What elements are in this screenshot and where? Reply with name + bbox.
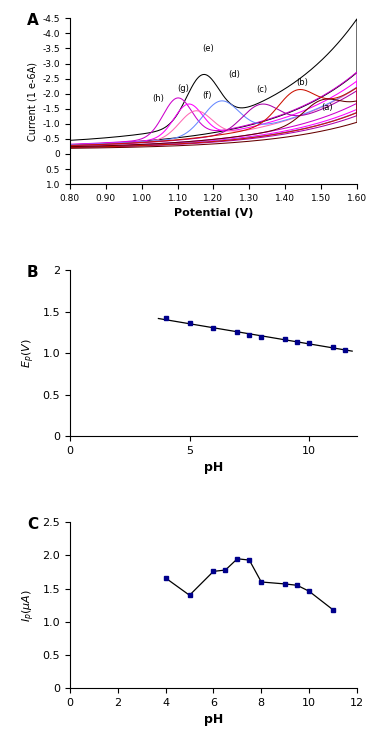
Text: (h): (h) xyxy=(152,94,164,103)
Y-axis label: $I_p(\mu A)$: $I_p(\mu A)$ xyxy=(21,589,37,621)
Text: A: A xyxy=(27,13,39,29)
X-axis label: pH: pH xyxy=(204,461,223,474)
Text: (g): (g) xyxy=(178,83,190,93)
X-axis label: Potential (V): Potential (V) xyxy=(174,209,253,218)
Text: (e): (e) xyxy=(203,45,215,53)
Text: B: B xyxy=(27,265,39,280)
X-axis label: pH: pH xyxy=(204,714,223,726)
Text: (d): (d) xyxy=(228,70,240,79)
Text: (b): (b) xyxy=(296,78,308,86)
Y-axis label: $E_p(V)$: $E_p(V)$ xyxy=(21,338,37,368)
Text: (f): (f) xyxy=(203,92,212,100)
Text: C: C xyxy=(27,518,38,532)
Text: (c): (c) xyxy=(256,85,268,94)
Y-axis label: Current (1 e-6A): Current (1 e-6A) xyxy=(27,61,37,141)
Text: (a): (a) xyxy=(321,103,333,112)
